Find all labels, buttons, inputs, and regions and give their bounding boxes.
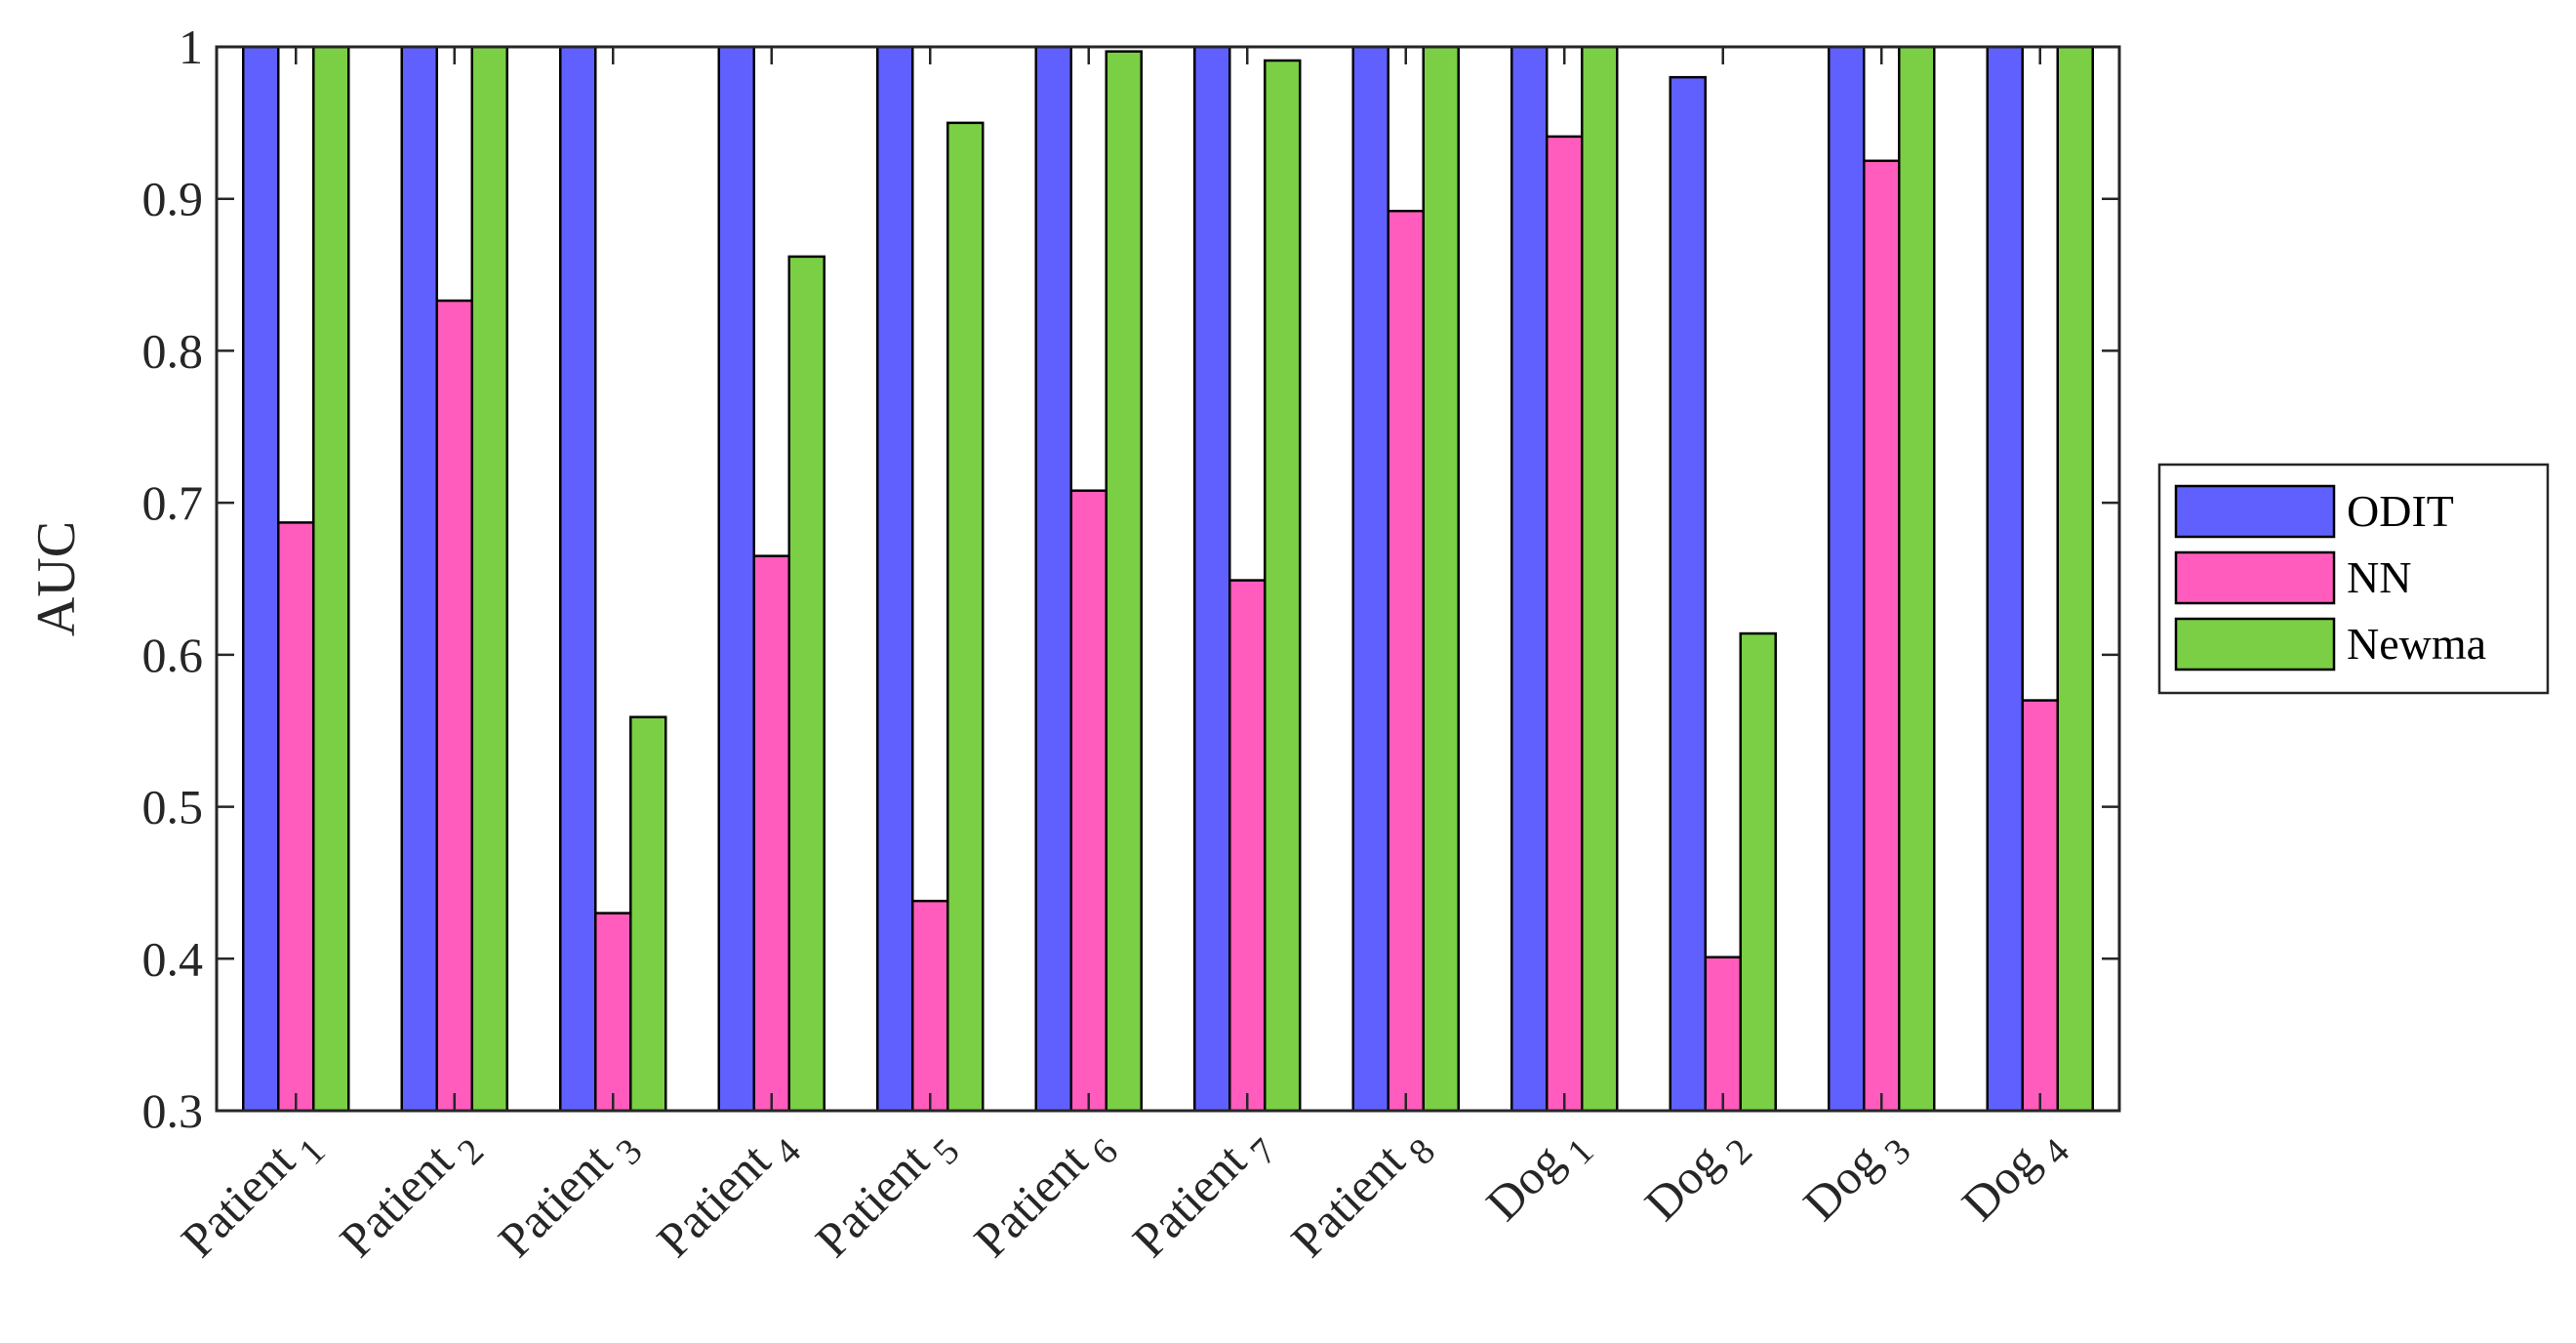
x-tick-label-patient-5: Patient5 (805, 1113, 968, 1276)
x-tick-label-base: Patient (646, 1133, 781, 1268)
x-tick-label-patient-8: Patient8 (1280, 1113, 1443, 1276)
y-tick-label: 0.9 (142, 172, 204, 226)
bar-odit-12 (1986, 45, 2024, 1113)
y-tick-label: 1 (179, 20, 203, 74)
bar-odit-2 (400, 45, 438, 1113)
x-tick-label-dog-1: Dog1 (1475, 1113, 1601, 1239)
y-tick-label: 0.5 (142, 780, 204, 834)
bar-newma-7 (1264, 59, 1302, 1113)
x-tick-label-base: Patient (805, 1133, 940, 1268)
y-tick-label: 0.3 (142, 1083, 204, 1138)
bar-odit-4 (717, 45, 755, 1113)
bar-nn-6 (1069, 489, 1107, 1113)
plot-area-frame (215, 45, 2121, 1113)
x-tick-label-patient-4: Patient4 (646, 1113, 809, 1276)
x-tick-label-base: Patient (329, 1133, 463, 1268)
legend-swatch-odit (2174, 484, 2336, 539)
x-tick-label-base: Patient (171, 1133, 305, 1268)
x-tick-label-patient-2: Patient2 (329, 1113, 492, 1276)
bar-newma-1 (312, 45, 350, 1113)
bar-nn-2 (435, 299, 473, 1113)
bar-odit-6 (1034, 45, 1072, 1113)
bar-odit-11 (1828, 45, 1866, 1113)
x-tick-label-patient-6: Patient6 (963, 1113, 1126, 1276)
bar-odit-3 (559, 45, 597, 1113)
bar-odit-7 (1193, 45, 1231, 1113)
bar-odit-5 (876, 45, 914, 1113)
y-tick-label: 0.7 (142, 475, 204, 530)
bar-nn-9 (1546, 135, 1584, 1113)
bar-nn-1 (277, 521, 315, 1113)
x-tick-label-base: Patient (1280, 1133, 1415, 1268)
x-tick-label-patient-3: Patient3 (488, 1113, 651, 1276)
bar-newma-9 (1581, 45, 1619, 1113)
y-tick-label: 0.6 (142, 628, 204, 682)
bar-newma-6 (1105, 50, 1143, 1113)
bar-newma-8 (1422, 45, 1460, 1113)
x-tick-label-dog-4: Dog4 (1952, 1113, 2077, 1239)
bar-nn-12 (2021, 699, 2059, 1113)
x-tick-label-base: Dog (1475, 1133, 1573, 1231)
bar-newma-10 (1739, 631, 1777, 1113)
legend-swatch-nn (2174, 550, 2336, 605)
bar-newma-2 (470, 45, 508, 1113)
bar-odit-10 (1669, 75, 1707, 1113)
bar-newma-3 (629, 715, 667, 1113)
x-tick-label-patient-7: Patient7 (1122, 1113, 1285, 1276)
x-tick-label-base: Patient (963, 1133, 1098, 1268)
x-tick-label-dog-2: Dog2 (1634, 1113, 1760, 1239)
x-tick-label-base: Dog (1634, 1133, 1732, 1231)
bar-odit-9 (1510, 45, 1549, 1113)
x-tick-label-base: Patient (488, 1133, 623, 1268)
bar-nn-7 (1228, 579, 1267, 1113)
legend-label-newma: Newma (2347, 619, 2486, 669)
x-tick-label-base: Patient (1122, 1133, 1257, 1268)
bar-newma-5 (946, 121, 985, 1113)
bars-layer (242, 45, 2094, 1113)
legend: ODIT NN Newma (2157, 463, 2550, 695)
bar-nn-5 (911, 899, 949, 1113)
bar-nn-11 (1863, 159, 1901, 1113)
legend-label-odit: ODIT (2347, 486, 2454, 536)
bar-newma-12 (2056, 45, 2094, 1113)
x-tick-label-dog-3: Dog3 (1792, 1113, 1918, 1239)
y-axis-label: AUC (26, 521, 87, 636)
bar-nn-10 (1704, 956, 1742, 1113)
y-tick-label: 0.4 (142, 931, 204, 986)
bar-nn-4 (752, 554, 790, 1113)
bar-nn-3 (594, 912, 632, 1113)
bar-newma-11 (1898, 45, 1936, 1113)
bar-nn-8 (1387, 209, 1425, 1113)
bar-odit-1 (242, 45, 280, 1113)
bar-odit-8 (1351, 45, 1389, 1113)
y-axis: 0.3 0.4 0.5 0.6 0.7 0.8 0.9 1 (142, 20, 2119, 1138)
legend-label-nn: NN (2347, 552, 2411, 602)
y-tick-label: 0.8 (142, 323, 204, 378)
x-tick-label-base: Dog (1952, 1133, 2049, 1231)
x-tick-label-base: Dog (1792, 1133, 1890, 1231)
legend-swatch-newma (2174, 617, 2336, 672)
bar-newma-4 (787, 255, 825, 1113)
